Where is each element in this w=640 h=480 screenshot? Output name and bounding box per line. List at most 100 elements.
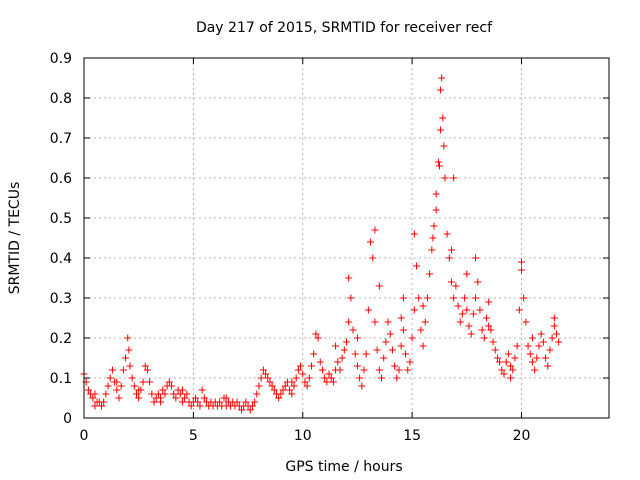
data-point xyxy=(251,398,259,406)
data-point xyxy=(430,222,438,230)
grid xyxy=(84,58,609,418)
data-point xyxy=(548,334,556,342)
data-point xyxy=(443,230,451,238)
data-point xyxy=(170,390,178,398)
data-point xyxy=(233,398,241,406)
data-point xyxy=(498,366,506,374)
chart-title: Day 217 of 2015, SRMTID for receiver rec… xyxy=(196,20,493,36)
data-point xyxy=(281,382,289,390)
data-point xyxy=(445,254,453,262)
data-point xyxy=(150,398,158,406)
data-point xyxy=(172,394,180,402)
x-tick-label: 0 xyxy=(80,428,89,444)
data-point xyxy=(264,374,272,382)
data-point xyxy=(347,294,355,302)
data-point xyxy=(440,142,448,150)
data-point xyxy=(91,402,99,410)
data-point xyxy=(437,126,445,134)
data-point xyxy=(531,366,539,374)
y-tick-label: 0.7 xyxy=(50,131,72,147)
data-points xyxy=(80,74,563,414)
data-point xyxy=(406,358,414,366)
data-point xyxy=(329,378,337,386)
data-point xyxy=(165,378,173,386)
data-point xyxy=(334,358,342,366)
data-point xyxy=(373,346,381,354)
data-point xyxy=(507,362,515,370)
data-point xyxy=(290,382,298,390)
data-point xyxy=(487,326,495,334)
data-point xyxy=(544,362,552,370)
data-point xyxy=(253,390,261,398)
data-point xyxy=(399,326,407,334)
data-point xyxy=(491,346,499,354)
y-axis-label: SRMTID / TECUs xyxy=(7,182,23,295)
data-point xyxy=(139,378,147,386)
data-point xyxy=(113,386,121,394)
data-point xyxy=(364,306,372,314)
data-point xyxy=(397,314,405,322)
data-point xyxy=(408,334,416,342)
y-tick-label: 0.8 xyxy=(50,91,72,107)
data-point xyxy=(500,370,508,378)
data-point xyxy=(135,386,143,394)
data-point xyxy=(143,366,151,374)
data-point xyxy=(485,298,493,306)
data-point xyxy=(480,334,488,342)
data-point xyxy=(178,398,186,406)
data-point xyxy=(133,390,140,398)
data-point xyxy=(316,358,324,366)
data-point xyxy=(478,326,486,334)
data-point xyxy=(349,326,357,334)
data-point xyxy=(242,398,250,406)
data-point xyxy=(437,86,445,94)
data-point xyxy=(417,326,425,334)
data-point xyxy=(222,394,230,402)
data-point xyxy=(419,342,427,350)
x-tick-label: 10 xyxy=(294,428,312,444)
data-point xyxy=(429,234,437,242)
x-tick-label: 15 xyxy=(403,428,421,444)
data-point xyxy=(168,382,175,390)
data-point xyxy=(421,318,429,326)
data-point xyxy=(467,330,475,338)
data-point xyxy=(255,382,263,390)
data-point xyxy=(102,390,110,398)
data-point xyxy=(489,338,497,346)
data-point xyxy=(314,334,322,342)
data-point xyxy=(122,354,130,362)
data-point xyxy=(395,366,403,374)
data-point xyxy=(246,406,254,414)
data-point xyxy=(270,386,278,394)
data-point xyxy=(518,258,525,266)
data-point xyxy=(378,374,385,382)
data-point xyxy=(321,374,329,382)
data-point xyxy=(305,374,313,382)
data-point xyxy=(192,394,200,402)
data-point xyxy=(135,394,143,402)
data-point xyxy=(502,358,510,366)
data-point xyxy=(391,362,399,370)
data-point xyxy=(345,274,353,282)
data-point xyxy=(340,346,348,354)
data-point xyxy=(159,386,167,394)
data-point xyxy=(371,318,379,326)
data-point xyxy=(141,362,149,370)
data-point xyxy=(161,390,169,398)
data-point xyxy=(413,262,420,270)
data-point xyxy=(356,374,364,382)
axis-ticks: 0 5 10 15 20 0 0.1 0.2 0.3 0.4 0.5 0.6 0.7 0.8 0.9 xyxy=(50,51,609,444)
data-point xyxy=(520,294,528,302)
data-point xyxy=(84,386,92,394)
data-point xyxy=(509,366,517,374)
x-tick-label: 5 xyxy=(189,428,198,444)
data-point xyxy=(428,246,436,254)
data-point xyxy=(154,390,162,398)
data-point xyxy=(441,174,449,182)
data-point xyxy=(146,378,154,386)
y-tick-label: 0.3 xyxy=(50,291,72,307)
data-point xyxy=(332,342,340,350)
data-point xyxy=(157,398,165,406)
data-point xyxy=(299,370,307,378)
data-point xyxy=(393,374,401,382)
